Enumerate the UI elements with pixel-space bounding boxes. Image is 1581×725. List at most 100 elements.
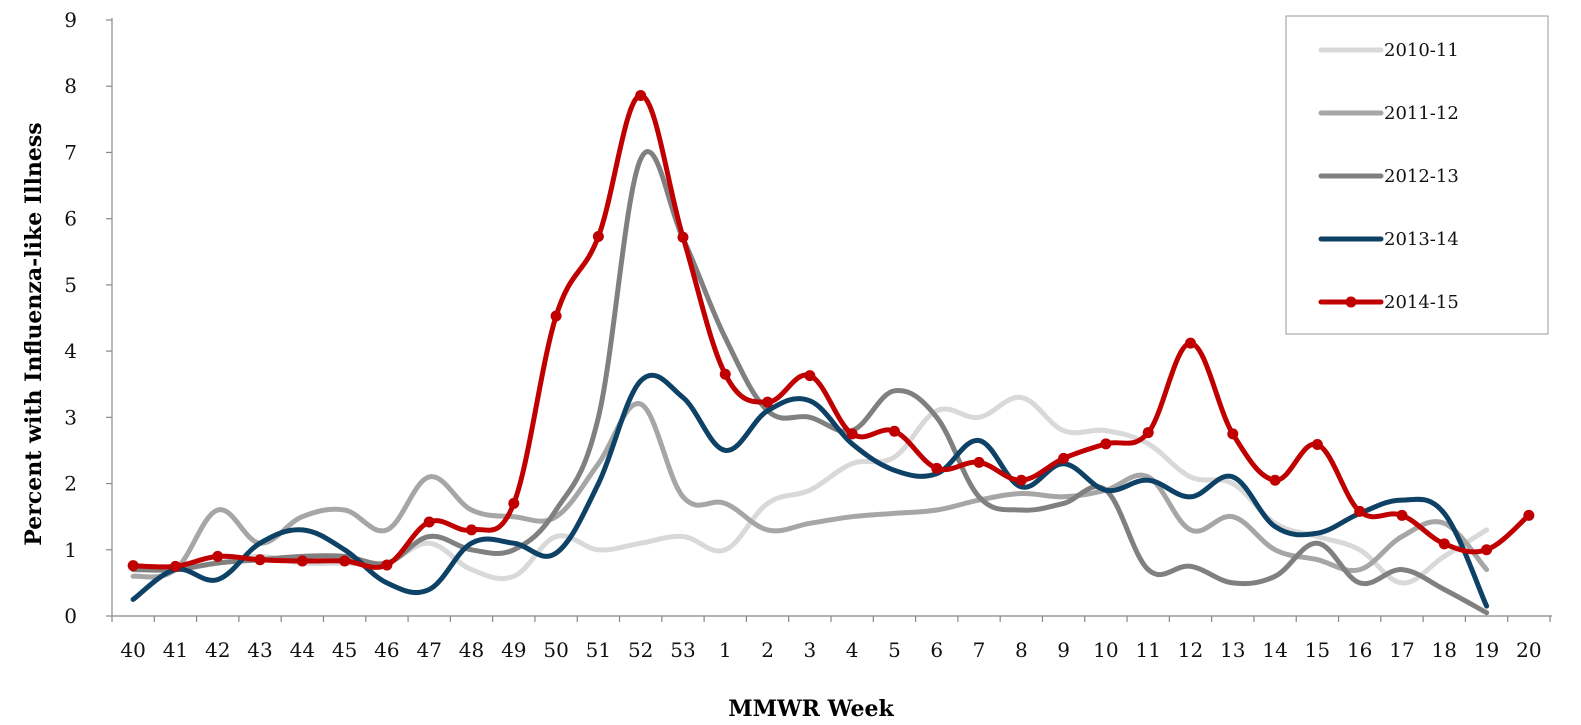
x-tick-label: 42 <box>205 638 230 662</box>
data-point <box>1481 544 1493 556</box>
data-point <box>1058 452 1070 464</box>
series-2011-12 <box>130 401 1490 580</box>
data-point <box>508 497 520 509</box>
data-point <box>677 231 689 243</box>
x-tick-label: 45 <box>332 638 357 662</box>
data-point <box>762 396 774 408</box>
y-tick-label: 1 <box>64 538 77 562</box>
x-tick-label: 44 <box>290 638 315 662</box>
data-point <box>888 425 900 437</box>
data-point <box>592 231 604 243</box>
x-tick-label: 5 <box>888 638 901 662</box>
x-tick-label: 1 <box>719 638 732 662</box>
data-point <box>1185 337 1196 349</box>
data-point <box>466 524 477 536</box>
y-tick-label: 6 <box>64 207 77 231</box>
data-point <box>804 370 816 382</box>
y-tick-label: 2 <box>64 472 77 496</box>
legend-label: 2013-14 <box>1384 229 1459 250</box>
data-point <box>381 559 393 571</box>
series-layer <box>127 89 1535 616</box>
x-tick-label: 46 <box>374 638 399 662</box>
series-line-2012-13 <box>130 149 1490 616</box>
series-2013-14 <box>130 372 1490 609</box>
x-tick-label: 43 <box>247 638 272 662</box>
x-tick-label: 41 <box>163 638 188 662</box>
x-tick-label: 6 <box>930 638 943 662</box>
legend-label: 2011-12 <box>1384 103 1459 124</box>
legend: 2010-11 2011-12 2012-13 2013-14 2014-15 <box>1285 15 1549 335</box>
data-point <box>1100 438 1112 450</box>
x-tick-label: 3 <box>803 638 816 662</box>
data-point <box>846 428 858 440</box>
y-tick-label: 5 <box>64 273 77 297</box>
data-point <box>635 89 647 101</box>
y-tick-label: 3 <box>64 405 77 429</box>
x-tick-label: 15 <box>1305 638 1330 662</box>
data-point <box>169 560 181 572</box>
x-tick-label: 49 <box>501 638 526 662</box>
x-tick-label: 17 <box>1389 638 1414 662</box>
x-tick-label: 40 <box>120 638 145 662</box>
legend-marker <box>1345 296 1357 308</box>
x-tick-label: 48 <box>459 638 484 662</box>
legend-item: 2012-13 <box>1318 166 1459 187</box>
x-tick-label: 10 <box>1093 638 1118 662</box>
legend-item: 2014-15 <box>1318 292 1459 313</box>
legend-item: 2013-14 <box>1318 229 1459 250</box>
data-point <box>973 456 985 468</box>
x-axis-title: MMWR Week <box>728 696 894 722</box>
data-point <box>1438 538 1450 550</box>
legend-label: 2012-13 <box>1384 166 1459 187</box>
y-tick-label: 7 <box>64 140 77 164</box>
series-2012-13 <box>130 149 1490 616</box>
x-tick-label: 19 <box>1474 638 1499 662</box>
legend-label: 2010-11 <box>1384 40 1459 61</box>
series-line-2011-12 <box>130 401 1490 580</box>
data-point <box>1354 505 1366 517</box>
legend-label: 2014-15 <box>1384 292 1459 313</box>
data-point <box>1227 428 1239 440</box>
x-tick-label: 52 <box>628 638 653 662</box>
data-point <box>296 555 308 567</box>
x-tick-label: 47 <box>416 638 441 662</box>
legend-item: 2011-12 <box>1318 103 1459 124</box>
x-tick-label: 8 <box>1015 638 1028 662</box>
data-point <box>1311 438 1323 450</box>
x-tick-label: 12 <box>1178 638 1203 662</box>
series-line-2013-14 <box>130 372 1490 609</box>
series-2014-15 <box>127 89 1535 572</box>
x-tick-label: 51 <box>586 638 611 662</box>
data-point <box>127 560 139 572</box>
y-tick-label: 9 <box>64 8 77 32</box>
x-tick-label: 16 <box>1347 638 1372 662</box>
data-point <box>1269 474 1281 486</box>
y-axis-title: Percent with Influenza-like Illness <box>21 122 47 545</box>
x-tick-label: 13 <box>1220 638 1245 662</box>
x-tick-label: 11 <box>1135 638 1160 662</box>
data-point <box>1396 509 1408 521</box>
x-tick-label: 14 <box>1262 638 1287 662</box>
data-point <box>339 555 351 567</box>
x-tick-label: 7 <box>973 638 986 662</box>
x-tick-label: 9 <box>1057 638 1070 662</box>
data-point <box>1015 474 1027 486</box>
data-point <box>423 516 435 528</box>
x-tick-label: 20 <box>1516 638 1541 662</box>
y-tick-label: 4 <box>64 339 77 363</box>
x-tick-label: 4 <box>846 638 859 662</box>
y-tick-label: 0 <box>64 604 77 628</box>
data-point <box>254 554 266 566</box>
x-tick-label: 2 <box>761 638 774 662</box>
x-tick-label: 50 <box>543 638 568 662</box>
data-point <box>550 310 562 322</box>
x-tick-label: 18 <box>1432 638 1457 662</box>
data-point <box>1142 427 1154 439</box>
data-point <box>719 368 731 380</box>
data-point <box>212 550 224 562</box>
x-tick-label: 53 <box>670 638 695 662</box>
data-point <box>1523 509 1535 521</box>
y-tick-label: 8 <box>64 74 77 98</box>
